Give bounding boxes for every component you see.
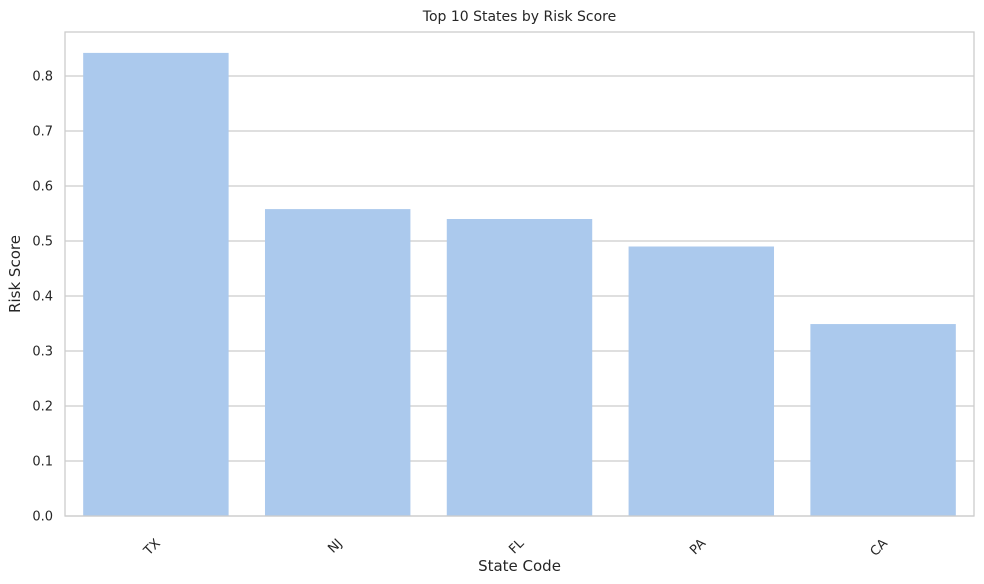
chart-title: Top 10 States by Risk Score [422,9,616,25]
bars [83,52,956,517]
y-tick-label: 0.4 [32,290,53,305]
y-axis-ticks: 0.0 0.1 0.2 0.3 0.4 0.5 0.6 0.7 0.8 [32,70,53,525]
y-tick-label: 0.5 [32,235,53,250]
plot-frame [64,31,975,517]
bar-pa [628,246,775,516]
x-tick-label: PA [687,536,709,558]
bar-ca [810,324,956,516]
x-tick-label: TX [140,536,163,559]
x-tick-label: FL [506,536,528,558]
y-tick-label: 0.7 [32,125,53,140]
y-axis-label: Risk Score [6,235,24,313]
bar-fl [446,219,593,516]
y-tick-label: 0.8 [32,70,53,85]
y-tick-label: 0.3 [32,345,53,360]
x-axis-label: State Code [478,557,561,575]
y-tick-label: 0.6 [32,180,53,195]
x-axis-ticks: TX NJ FL PA CA [140,536,891,560]
y-tick-label: 0.0 [32,510,53,525]
y-tick-label: 0.2 [32,400,53,415]
x-tick-label: CA [868,536,891,559]
bar-nj [264,209,411,516]
y-tick-label: 0.1 [32,455,53,470]
bar-tx [83,52,229,517]
x-tick-label: NJ [325,536,345,556]
